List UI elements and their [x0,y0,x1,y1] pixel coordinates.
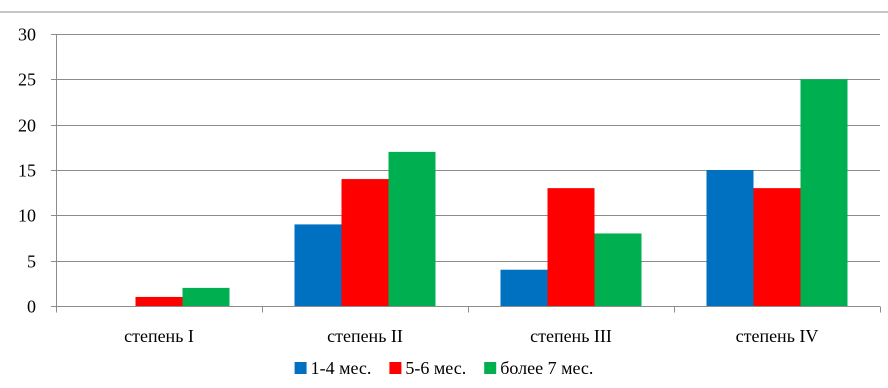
x-axis-labels: степень I степень II степень III степень IV [124,326,818,346]
bar-2-2 [341,179,389,306]
y-tick-label: 30 [18,25,36,45]
bar-2-1 [135,296,183,306]
legend-label: 5-6 мес. [405,358,466,378]
bar-3-3 [594,233,642,306]
bar-3-2 [388,151,436,306]
bar-1-3 [500,269,548,306]
bar-1-4 [706,170,754,306]
legend-label: 1-4 мес. [311,358,372,378]
legend-item: 5-6 мес. [389,358,466,378]
bar-1-2 [294,224,342,306]
y-tick-label: 20 [18,116,36,136]
y-tick-label: 15 [18,161,36,181]
x-category-label: степень II [327,326,403,346]
legend-item: более 7 мес. [484,358,593,378]
x-category-label: степень IV [736,326,819,346]
y-tick-label: 5 [27,252,36,272]
x-category-label: степень I [124,326,194,346]
y-axis-ticks: 0 5 10 15 20 25 30 [18,25,56,317]
bar-2-3 [547,188,595,306]
legend-swatch [389,362,402,374]
legend-swatch [484,362,497,374]
bar-3-1 [182,287,230,306]
legend-swatch [294,362,307,374]
y-tick-label: 25 [18,70,36,90]
legend-label: более 7 мес. [500,358,593,378]
x-category-label: степень III [530,326,612,346]
legend-item: 1-4 мес. [294,358,372,378]
legend: 1-4 мес. 5-6 мес. более 7 мес. [294,358,593,378]
x-axis [0,11,888,313]
y-tick-label: 0 [27,297,36,317]
bar-3-4 [800,79,848,306]
y-tick-label: 10 [18,206,36,226]
bar-2-4 [753,188,801,306]
bars [135,79,848,306]
